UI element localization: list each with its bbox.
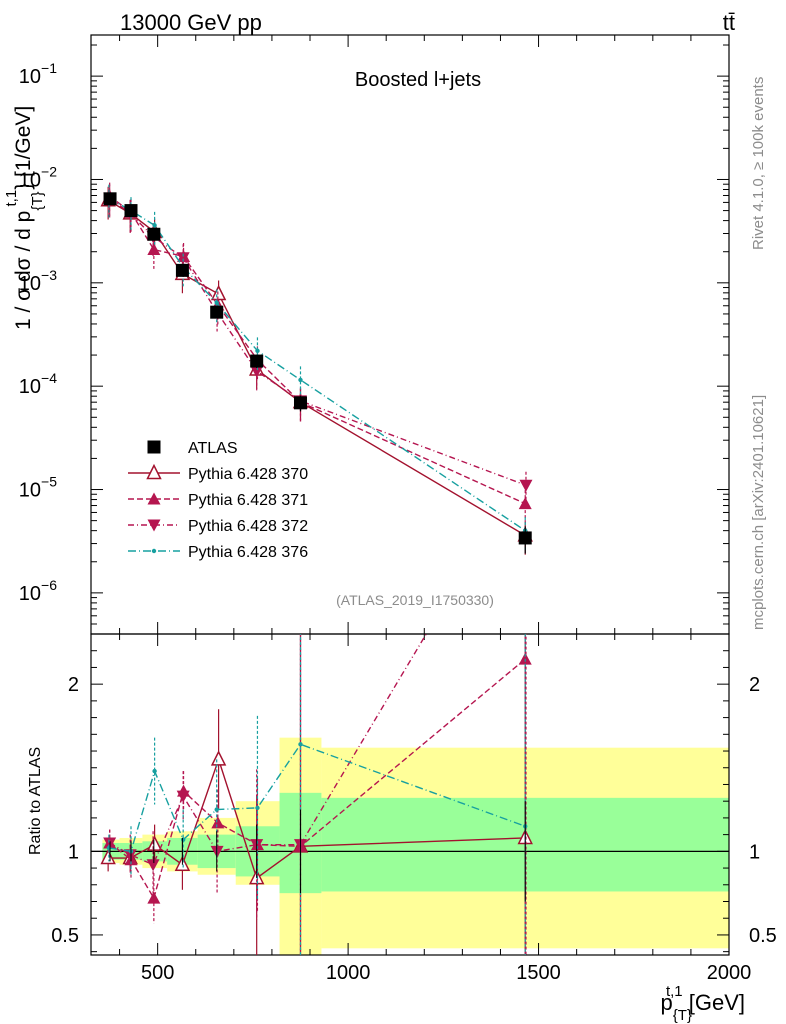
legend-label: ATLAS (188, 440, 238, 457)
legend-entry: Pythia 6.428 370 (128, 463, 308, 483)
data-point (210, 305, 224, 319)
series-marker (147, 243, 161, 256)
ratio-plot-area: 500 1000 1500 2000 0.5 0.5 1 1 2 2 (51, 461, 777, 984)
series-line (108, 197, 526, 532)
legend-marker (147, 440, 161, 454)
ratio-marker (146, 859, 160, 872)
legend-label: Pythia 6.428 370 (188, 466, 308, 483)
ratio-marker (180, 837, 186, 842)
data-point (175, 263, 189, 277)
legend-label: Pythia 6.428 372 (188, 518, 308, 535)
data-point (124, 204, 138, 218)
ratio-marker (146, 835, 163, 851)
ratio-marker (214, 807, 219, 812)
legend-marker (147, 519, 161, 532)
x-tick-label: 500 (141, 962, 174, 984)
ratio-y-tick-label-right: 0.5 (749, 925, 777, 947)
ratio-marker (123, 849, 137, 862)
x-tick-label: 2000 (707, 962, 752, 984)
legend-entry: Pythia 6.428 372 (128, 518, 308, 535)
ratio-marker (518, 652, 532, 665)
ratio-marker (147, 891, 161, 904)
series-line (109, 195, 526, 505)
legend-marker (146, 463, 162, 480)
ratio-plot-frame (90, 633, 730, 956)
x-tick-label: 1500 (516, 962, 561, 984)
ratio-marker (255, 805, 260, 811)
x-axis-label: p{T}t,1 [GeV] (661, 983, 745, 1024)
legend-label: Pythia 6.428 376 (188, 544, 308, 561)
y-tick-label: 10−2 (19, 163, 57, 191)
series-marker (210, 284, 227, 301)
ratio-series-4 (106, 634, 528, 955)
x-tick-label: 1000 (326, 962, 371, 984)
ratio-marker (176, 790, 190, 803)
ratio-y-tick-label-right: 1 (749, 841, 760, 863)
data-point (103, 192, 117, 206)
ratio-y-tick-label: 2 (68, 674, 79, 696)
data-point (518, 531, 532, 545)
series-line (107, 199, 526, 536)
ratio-series-group (100, 461, 533, 955)
y-tick-label: 10−3 (19, 267, 57, 295)
legend-entry: Pythia 6.428 371 (128, 492, 308, 509)
atlas-data (103, 192, 532, 554)
legend-entry: Pythia 6.428 376 (128, 544, 308, 561)
legend: ATLAS Pythia 6.428 370 Pythia 6.428 371 Pyt… (128, 440, 308, 561)
rivet-version-label: Rivet 4.1.0, ≥ 100k events (750, 77, 767, 250)
y-tick-label: 10−6 (19, 577, 57, 605)
series-2 (103, 182, 532, 523)
chart-title: Boosted l+jets (355, 69, 481, 91)
y-tick-label: 10−4 (19, 370, 57, 398)
series-marker (518, 497, 532, 510)
series-marker (250, 365, 264, 378)
ratio-y-axis-label: Ratio to ATLAS (27, 747, 44, 855)
series-marker (519, 479, 533, 492)
series-marker (255, 348, 260, 353)
ratio-series-line (109, 658, 526, 900)
ratio-y-tick-label: 1 (68, 841, 79, 863)
data-point (250, 354, 264, 368)
ratio-marker (100, 848, 116, 865)
ratio-marker (152, 768, 157, 774)
y-tick-label: 10−1 (19, 60, 57, 88)
ratio-marker (210, 750, 227, 766)
ratio-y-tick-label: 0.5 (51, 925, 79, 947)
legend-marker (151, 548, 157, 554)
legend-label: Pythia 6.428 371 (188, 492, 308, 509)
analysis-tag: (ATLAS_2019_I1750330) (336, 592, 494, 608)
ratio-series-line (108, 743, 526, 853)
ratio-marker (211, 816, 225, 829)
ratio-data-errors (109, 801, 526, 902)
main-plot-frame (90, 34, 730, 635)
energy-label: 13000 GeV pp (120, 10, 262, 35)
series-line (109, 197, 527, 486)
main-plot-area: 10−6 10−5 10−4 10−3 10−2 10−1 (19, 34, 730, 635)
ratio-marker (298, 742, 303, 747)
series-marker (152, 223, 157, 228)
legend-marker (147, 492, 161, 505)
ratio-y-tick-label-right: 2 (749, 674, 760, 696)
series-3 (103, 184, 533, 505)
ratio-marker (519, 461, 532, 473)
main-series-group (100, 182, 533, 555)
main-y-axis-label: 1 / σ dσ / d p{T}t,1} [1/GeV] (3, 106, 46, 330)
data-point (147, 227, 161, 241)
series-marker (214, 300, 219, 306)
data-point (293, 396, 307, 410)
series-4 (106, 184, 528, 550)
legend-entry: ATLAS (147, 440, 238, 457)
y-tick-label: 10−5 (19, 474, 57, 502)
ratio-series-line (109, 634, 428, 866)
mcplots-label: mcplots.cern.ch [arXiv:2401.10621] (750, 395, 767, 630)
series-marker (176, 252, 190, 265)
series-marker (298, 377, 303, 383)
process-label: tt̄ (723, 10, 735, 35)
ratio-bands (102, 737, 729, 955)
